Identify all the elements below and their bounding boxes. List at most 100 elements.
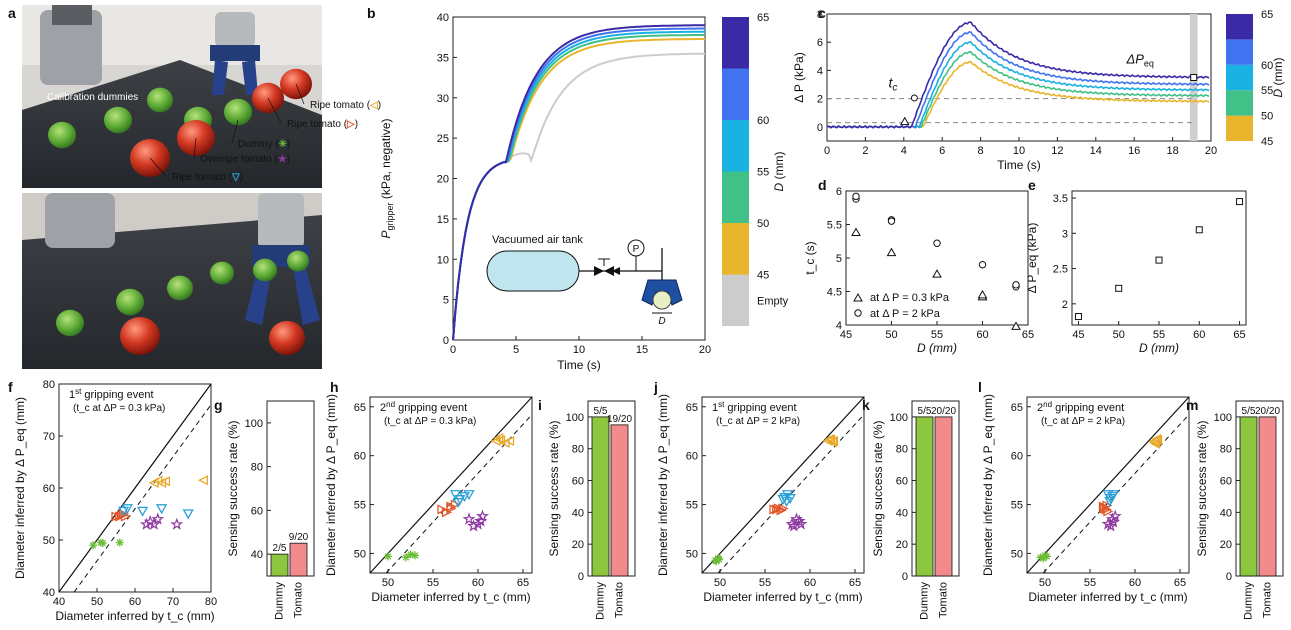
f-xtick-label: 50 bbox=[91, 596, 103, 608]
inset-object bbox=[652, 290, 672, 310]
calibration-dummies-label: Calibration dummies bbox=[47, 92, 138, 103]
h-point-ripe_left bbox=[493, 433, 504, 444]
j-xlabel: Diameter inferred by t_c (mm) bbox=[703, 590, 862, 604]
tomato bbox=[269, 320, 305, 356]
f-xtick-label: 40 bbox=[53, 596, 65, 608]
d-triangle-point bbox=[851, 227, 861, 237]
h-ytick-label: 60 bbox=[354, 451, 366, 463]
c-ytick-label: 2 bbox=[817, 94, 823, 106]
l-ytick-label: 65 bbox=[1011, 402, 1023, 414]
i-ytick-label: 100 bbox=[566, 412, 584, 424]
m-ytick-label: 80 bbox=[1220, 444, 1232, 456]
b-colorbar-title: D (mm) bbox=[772, 152, 786, 192]
i-ytick-label: 0 bbox=[578, 571, 584, 583]
title-num: 1 bbox=[712, 402, 718, 414]
colorbar-unit: (mm) bbox=[1271, 58, 1285, 86]
inset-gripper bbox=[641, 279, 683, 306]
e-ytick-label: 2.5 bbox=[1053, 264, 1068, 276]
inset-gauge bbox=[627, 239, 645, 257]
f-point-ripe_down bbox=[121, 504, 134, 515]
e-ylabel: Δ P_eq (kPa) bbox=[1025, 223, 1039, 294]
panel-letter-j: j bbox=[653, 379, 658, 395]
panel-letter-a: a bbox=[8, 5, 16, 21]
f-point-ripe_down bbox=[136, 506, 149, 517]
m-bar-label: 5/5 bbox=[1242, 406, 1256, 417]
h-point-overripe bbox=[474, 514, 488, 527]
f-ytick-label: 80 bbox=[43, 379, 55, 391]
b-colorbar-tick-label: Empty bbox=[757, 295, 789, 307]
b-colorbar-tick-label: 60 bbox=[757, 115, 769, 127]
e-square-point bbox=[1155, 256, 1163, 264]
j-xtick-label: 55 bbox=[759, 577, 771, 589]
e-ytick-label: 2 bbox=[1062, 299, 1068, 311]
l-point-ripe_down bbox=[1104, 496, 1116, 507]
b-xtick-label: 5 bbox=[513, 344, 519, 356]
j-subtitle: (t_c at ΔP = 2 kPa) bbox=[716, 416, 800, 427]
i-ytick-label: 80 bbox=[572, 444, 584, 456]
title-num: 2 bbox=[380, 402, 386, 414]
h-point-dummy bbox=[402, 554, 410, 561]
c-xtick-label: 10 bbox=[1013, 145, 1025, 157]
inset-dim-label: D bbox=[658, 316, 665, 327]
b-xlabel: Time (s) bbox=[557, 358, 601, 372]
f-point-dummy bbox=[116, 539, 124, 546]
c-colorbar-swatch bbox=[1226, 64, 1253, 91]
dpeq-sub: eq bbox=[1144, 58, 1154, 68]
h-ytick-label: 55 bbox=[354, 500, 366, 512]
c-xtick-label: 2 bbox=[862, 145, 868, 157]
d-ytick-label: 4 bbox=[836, 320, 842, 332]
k-ylabel: Sensing success rate (%) bbox=[871, 420, 885, 556]
c-axes-box bbox=[826, 13, 1212, 142]
j-xtick-label: 60 bbox=[804, 577, 816, 589]
title-rest: gripping event bbox=[81, 389, 153, 401]
h-point-ripe_down bbox=[449, 490, 462, 501]
c-colorbar-tick-label: 65 bbox=[1261, 9, 1273, 21]
title-sup: st bbox=[75, 387, 82, 396]
j-xtick-label: 65 bbox=[849, 577, 861, 589]
panel-b-pressure-plot: 0 5 10 15 20 0 5 10 15 20 25 30 35 40 Time (s) Pgripper… bbox=[379, 12, 789, 372]
c-colorbar-swatch bbox=[1226, 115, 1253, 141]
inset-valve2 bbox=[604, 266, 614, 276]
dummy-ball bbox=[224, 98, 252, 126]
d-triangle-point bbox=[932, 269, 942, 278]
i-bar-dummy bbox=[591, 416, 610, 577]
c-colorbar-title: D (mm) bbox=[1271, 58, 1285, 98]
panel-d-tc-scatter: 45 50 55 60 65 4 4.5 5 5.5 6 D (mm) t_c (s) at Δ P =… bbox=[803, 186, 1034, 355]
l-point-overripe bbox=[1105, 512, 1120, 525]
c-xtick-label: 16 bbox=[1128, 145, 1140, 157]
b-xtick-label: 0 bbox=[450, 344, 456, 356]
c-xtick-label: 4 bbox=[901, 145, 907, 157]
b-ytick-label: 30 bbox=[437, 93, 449, 105]
panel-letter-i: i bbox=[538, 397, 542, 413]
m-ytick-label: 100 bbox=[1214, 412, 1232, 424]
h-point-overripe bbox=[475, 509, 490, 522]
f-offset-line bbox=[73, 404, 212, 593]
d-triangle-point bbox=[1011, 321, 1021, 330]
d-legend-label-1: at Δ P = 0.3 kPa bbox=[870, 292, 950, 304]
inset-tank-label: Vacuumed air tank bbox=[492, 234, 583, 246]
photo-item-close: ) bbox=[287, 139, 290, 150]
f-point-ripe_left bbox=[197, 475, 209, 486]
d-ytick-label: 5.5 bbox=[827, 220, 842, 232]
d-circle-point bbox=[978, 261, 987, 269]
photo-item-close: ) bbox=[378, 100, 381, 111]
h-point-ripe_down bbox=[458, 492, 471, 503]
d-legend-tri bbox=[853, 292, 863, 302]
photo-item-close: ) bbox=[240, 172, 243, 183]
l-subtitle: (t_c at ΔP = 2 kPa) bbox=[1041, 416, 1125, 427]
f-subtitle: (t_c at ΔP = 0.3 kPa) bbox=[73, 403, 165, 414]
g-bar-label: 9/20 bbox=[289, 532, 309, 543]
l-point-ripe_right bbox=[1102, 500, 1113, 511]
i-ytick-label: 60 bbox=[572, 476, 584, 488]
g-bar-tomato bbox=[289, 542, 308, 577]
d-ytick-label: 5 bbox=[836, 253, 842, 265]
i-ylabel: Sensing success rate (%) bbox=[547, 420, 561, 556]
l-axes-box bbox=[1026, 396, 1190, 574]
title-sup: nd bbox=[386, 400, 395, 409]
k-ytick-label: 60 bbox=[896, 476, 908, 488]
colorbar-var: D bbox=[772, 179, 786, 191]
m-bar-tomato bbox=[1258, 416, 1277, 577]
photo-item-symbol: ▽ bbox=[231, 172, 240, 183]
